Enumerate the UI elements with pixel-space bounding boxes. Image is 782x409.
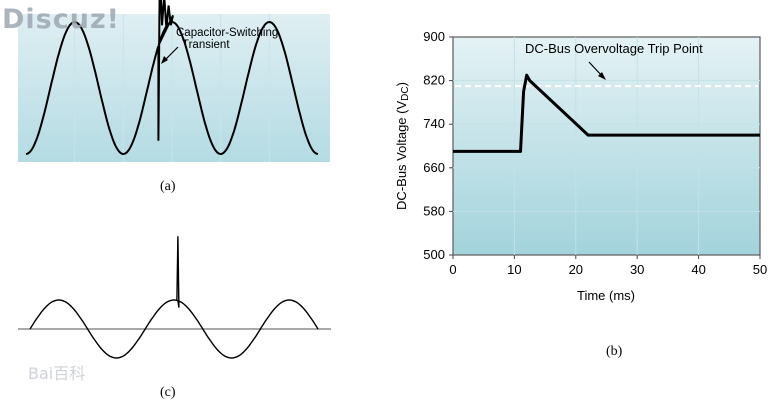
panel-a-waveform xyxy=(25,0,319,156)
panel-b-y-label: DC-Bus Voltage (VDC) xyxy=(394,82,411,210)
panel-b-grid xyxy=(453,37,760,255)
panel-c-caption: (c) xyxy=(160,385,176,400)
panel-b-trip-label: DC-Bus Overvoltage Trip Point xyxy=(525,41,703,56)
panel-b-x-label: Time (ms) xyxy=(577,288,635,303)
panel-a-grid xyxy=(74,14,270,162)
panel-b-x-tick-label: 30 xyxy=(630,262,644,277)
panel-b-x-tick-label: 0 xyxy=(449,262,456,277)
panel-b-y-label-sub: DC xyxy=(400,86,411,100)
panel-b-x-tick-label: 50 xyxy=(753,262,767,277)
panel-b-caption: (b) xyxy=(606,344,623,359)
panel-b: 0 10 20 30 40 50 500 580 660 740 820 900 DC-Bus Ov… xyxy=(394,29,767,359)
panel-c-waveform xyxy=(29,236,319,359)
panel-a-annotation-line1: Capacitor-Switching xyxy=(176,27,278,39)
panel-b-plot-area xyxy=(452,36,761,256)
panel-b-y-tick-label: 900 xyxy=(423,29,445,44)
watermark-baike: Bai百科 xyxy=(28,364,86,383)
panel-b-y-label-end: ) xyxy=(394,82,409,86)
panel-b-y-tick-label: 580 xyxy=(423,203,445,218)
panel-a-annotation-line2: Transient xyxy=(182,39,230,51)
panel-b-y-ticks: 500 580 660 740 820 900 xyxy=(423,29,453,262)
panel-b-trip-arrowhead xyxy=(598,72,606,80)
panel-b-y-label-main: DC-Bus Voltage (V xyxy=(394,101,409,210)
panel-b-voltage-line xyxy=(453,73,760,153)
panel-b-x-ticks: 0 10 20 30 40 50 xyxy=(449,255,767,277)
panel-a-caption: (a) xyxy=(160,179,176,194)
panel-b-x-tick-label: 40 xyxy=(691,262,705,277)
panel-b-x-tick-label: 20 xyxy=(569,262,583,277)
panel-b-y-tick-label: 660 xyxy=(423,160,445,175)
panel-b-y-tick-label: 740 xyxy=(423,116,445,131)
panel-b-y-tick-label: 500 xyxy=(423,247,445,262)
watermark-discuz: Discuz! xyxy=(2,4,120,35)
panel-b-y-tick-label: 820 xyxy=(423,73,445,88)
panel-a-arrowhead xyxy=(161,56,168,64)
panel-c: (c) xyxy=(18,236,331,400)
panel-b-x-tick-label: 10 xyxy=(507,262,521,277)
panel-a-plot-area xyxy=(18,14,330,162)
panel-a: Capacitor-Switching Transient (a) xyxy=(18,0,330,194)
